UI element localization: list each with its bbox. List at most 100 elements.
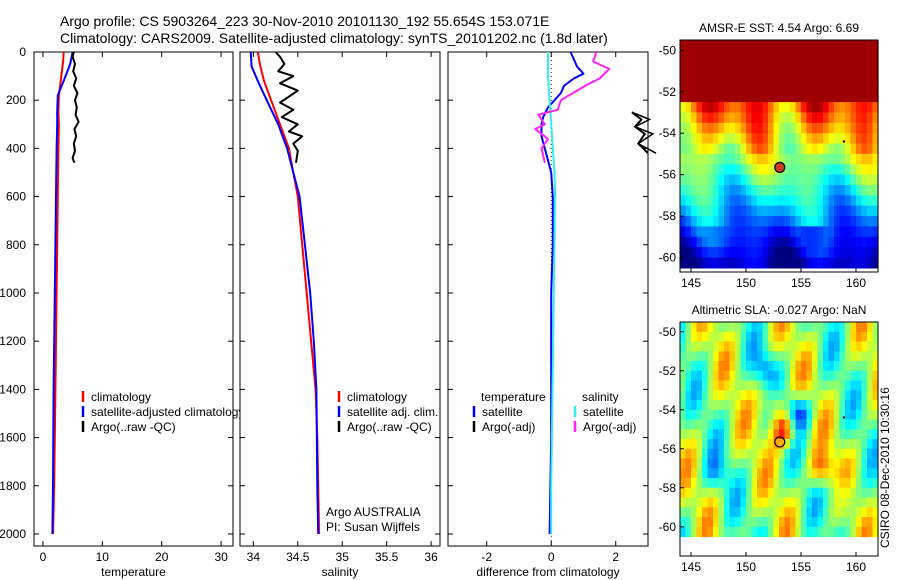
sla_map-heat-cell [702,497,709,508]
sla_map-heat-cell [729,322,736,333]
sla_map-heat-cell [768,497,775,508]
sla_map-heat-cell [751,468,758,479]
sst_map-heat-cell [872,143,879,155]
sst_map-heat-cell [850,257,857,269]
sst_map-heat-cell [823,81,830,93]
sst_map-heat-cell [856,60,863,72]
sst_map-heat-cell [751,133,758,145]
sla_map-heat-cell [834,458,841,469]
temperature-ytick-label: 800 [6,238,26,252]
sst_map-heat-cell [801,247,808,259]
sla_map-heat-cell [746,351,753,362]
sst_map-heat-cell [685,257,692,269]
sla_map-heat-cell [702,517,709,528]
sst_map-heat-cell [801,40,808,51]
sla_map-heat-cell [784,390,791,401]
sla_map-heat-cell [790,487,797,499]
sla_map-heat-cell [724,448,731,460]
sst_map-heat-cell [680,112,687,124]
sla_map-heat-cell [856,497,863,508]
sst_map-heat-cell [834,50,841,62]
sst_map-heat-cell [746,60,753,72]
sst_map-heat-cell [812,81,819,93]
sst_map-heat-cell [867,185,874,196]
sst_map-heat-cell [812,133,819,145]
sst_map-heat-cell [795,205,802,217]
sla_map-heat-cell [817,390,824,401]
temperature-xtick-label: 30 [214,550,228,564]
sst_map-heat-cell [861,133,868,145]
sla_map-heat-cell [724,400,731,411]
sst_map-heat-cell [746,112,753,124]
sla_map-heat-cell [718,487,725,499]
sst_map-heat-cell [718,60,725,72]
sla_map-heat-cell [696,487,703,499]
sst_map-heat-cell [839,153,846,165]
sst_map-heat-cell [795,50,802,62]
sst_map-heat-cell [872,185,879,196]
sst_map-heat-cell [861,174,868,186]
sla_map-heat-cell [845,361,852,372]
sla_map-heat-cell [801,429,808,440]
sla_map-heat-cell [713,351,720,362]
sla_map-heat-cell [817,400,824,411]
sst_map-heat-cell [718,205,725,217]
salinity-axes-frame [239,51,441,547]
sst_map-heat-cell [713,122,720,134]
sla_map-heat-cell [724,390,731,401]
sst_map-heat-cell [801,205,808,217]
sst_map-heat-cell [812,91,819,103]
sla_map-heat-cell [784,380,791,391]
sst_map-heat-cell [768,112,775,124]
sla_map-heat-cell [768,351,775,362]
sst_map-heat-cell [817,247,824,259]
sst_map-heat-cell [762,50,769,62]
sst_map-heat-cell [845,153,852,165]
sst_map-heat-cell [812,174,819,186]
sla_map-heat-cell [746,439,753,450]
sla_map-heat-cell [762,458,769,469]
sst_map-heat-cell [828,247,835,259]
sla_map-heat-cell [702,448,709,460]
sla_map-heat-cell [757,517,764,528]
sst_map-heat-cell [707,226,714,238]
sst_map-heat-cell [773,257,780,269]
sst_map-heat-cell [702,236,709,248]
sla_map-heat-cell [790,478,797,489]
sla_map-heat-cell [817,331,824,343]
sla_map-heat-cell [718,390,725,401]
sst_map-heat-cell [702,226,709,238]
sst_map-heat-cell [779,40,786,51]
sst_map-heat-cell [773,247,780,259]
sla_map-heat-cell [845,458,852,469]
sla_map-heat-cell [834,507,841,518]
sla_map-heat-cell [729,370,736,382]
sla_map-ytick-label: -54 [659,403,677,417]
sst_map-heat-cell [696,71,703,83]
sla_map-heat-cell [861,439,868,450]
sla_map-heat-cell [762,526,769,538]
sst_map-heat-cell [872,247,879,259]
sst_map-heat-cell [724,81,731,93]
sst_map-heat-cell [729,91,736,103]
sst_map-heat-cell [729,133,736,145]
sla_map-heat-cell [872,478,879,489]
sla_map-heat-cell [828,526,835,538]
sst_map-heat-cell [718,122,725,134]
sla_map-heat-cell [740,497,747,508]
sst_map-heat-cell [828,102,835,114]
sst_map-heat-cell [839,216,846,228]
sst_map-heat-cell [812,112,819,124]
sst_map-heat-cell [779,174,786,186]
sla_map-heat-cell [795,341,802,352]
sla_map-heat-cell [746,487,753,499]
sla_map-heat-cell [839,478,846,489]
sla_map-heat-cell [856,380,863,391]
sst_map-heat-cell [768,143,775,155]
sla_map-heat-cell [696,507,703,518]
sst_map-heat-cell [707,236,714,248]
sla_map-heat-cell [757,478,764,489]
sst_map-heat-cell [817,174,824,186]
sla_map-heat-cell [735,322,742,333]
sst_map-heat-cell [735,60,742,72]
